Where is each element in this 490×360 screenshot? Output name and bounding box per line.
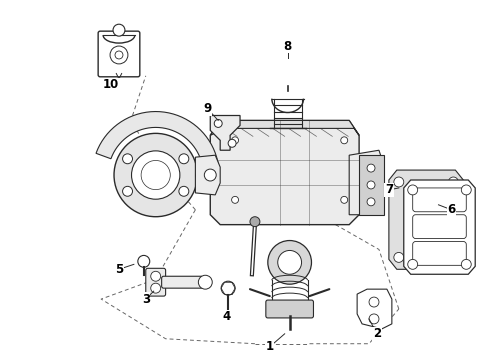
Circle shape bbox=[122, 154, 132, 164]
Text: 6: 6 bbox=[447, 203, 456, 216]
Circle shape bbox=[367, 164, 375, 172]
Circle shape bbox=[131, 151, 180, 199]
FancyBboxPatch shape bbox=[98, 31, 140, 77]
Text: 9: 9 bbox=[203, 102, 211, 115]
FancyBboxPatch shape bbox=[413, 242, 466, 265]
Circle shape bbox=[408, 185, 417, 195]
Circle shape bbox=[122, 186, 132, 196]
Circle shape bbox=[419, 182, 432, 194]
Text: 2: 2 bbox=[373, 327, 381, 340]
Circle shape bbox=[341, 196, 348, 203]
Polygon shape bbox=[357, 289, 392, 329]
Circle shape bbox=[394, 177, 404, 187]
Circle shape bbox=[151, 271, 161, 281]
Text: 4: 4 bbox=[222, 310, 230, 323]
Circle shape bbox=[369, 314, 379, 324]
Circle shape bbox=[448, 177, 458, 187]
Circle shape bbox=[198, 275, 212, 289]
Polygon shape bbox=[210, 116, 240, 150]
Circle shape bbox=[151, 283, 161, 293]
Circle shape bbox=[341, 137, 348, 144]
FancyBboxPatch shape bbox=[413, 215, 466, 239]
Circle shape bbox=[419, 214, 432, 226]
Polygon shape bbox=[404, 180, 475, 274]
Circle shape bbox=[179, 186, 189, 196]
Text: 1: 1 bbox=[266, 340, 274, 353]
Circle shape bbox=[250, 217, 260, 227]
Text: 5: 5 bbox=[115, 263, 123, 276]
Circle shape bbox=[138, 255, 150, 267]
Circle shape bbox=[278, 251, 301, 274]
Polygon shape bbox=[210, 121, 359, 135]
Circle shape bbox=[221, 281, 235, 295]
Circle shape bbox=[179, 154, 189, 164]
Circle shape bbox=[228, 139, 236, 147]
Circle shape bbox=[367, 181, 375, 189]
Circle shape bbox=[461, 185, 471, 195]
FancyBboxPatch shape bbox=[162, 276, 203, 288]
Circle shape bbox=[232, 196, 239, 203]
Polygon shape bbox=[349, 150, 384, 215]
Circle shape bbox=[419, 231, 432, 243]
Polygon shape bbox=[96, 112, 219, 175]
FancyBboxPatch shape bbox=[266, 300, 314, 318]
Text: 8: 8 bbox=[284, 40, 292, 53]
Circle shape bbox=[114, 133, 197, 217]
Bar bbox=[359, 155, 384, 215]
Text: 7: 7 bbox=[385, 184, 393, 197]
Circle shape bbox=[394, 252, 404, 262]
Circle shape bbox=[461, 260, 471, 269]
Circle shape bbox=[268, 240, 312, 284]
Text: 10: 10 bbox=[103, 78, 119, 91]
Polygon shape bbox=[210, 121, 359, 225]
Circle shape bbox=[115, 51, 123, 59]
Circle shape bbox=[141, 161, 171, 190]
Circle shape bbox=[369, 297, 379, 307]
Circle shape bbox=[232, 137, 239, 144]
Polygon shape bbox=[389, 170, 464, 269]
Circle shape bbox=[204, 169, 216, 181]
Text: 3: 3 bbox=[142, 293, 150, 306]
Circle shape bbox=[419, 199, 432, 211]
Circle shape bbox=[408, 260, 417, 269]
FancyBboxPatch shape bbox=[146, 268, 166, 296]
FancyBboxPatch shape bbox=[413, 188, 466, 212]
Polygon shape bbox=[196, 155, 220, 195]
Circle shape bbox=[367, 198, 375, 206]
Circle shape bbox=[113, 24, 125, 36]
Circle shape bbox=[448, 252, 458, 262]
Circle shape bbox=[110, 46, 128, 64]
Circle shape bbox=[214, 120, 222, 127]
Circle shape bbox=[419, 247, 432, 260]
